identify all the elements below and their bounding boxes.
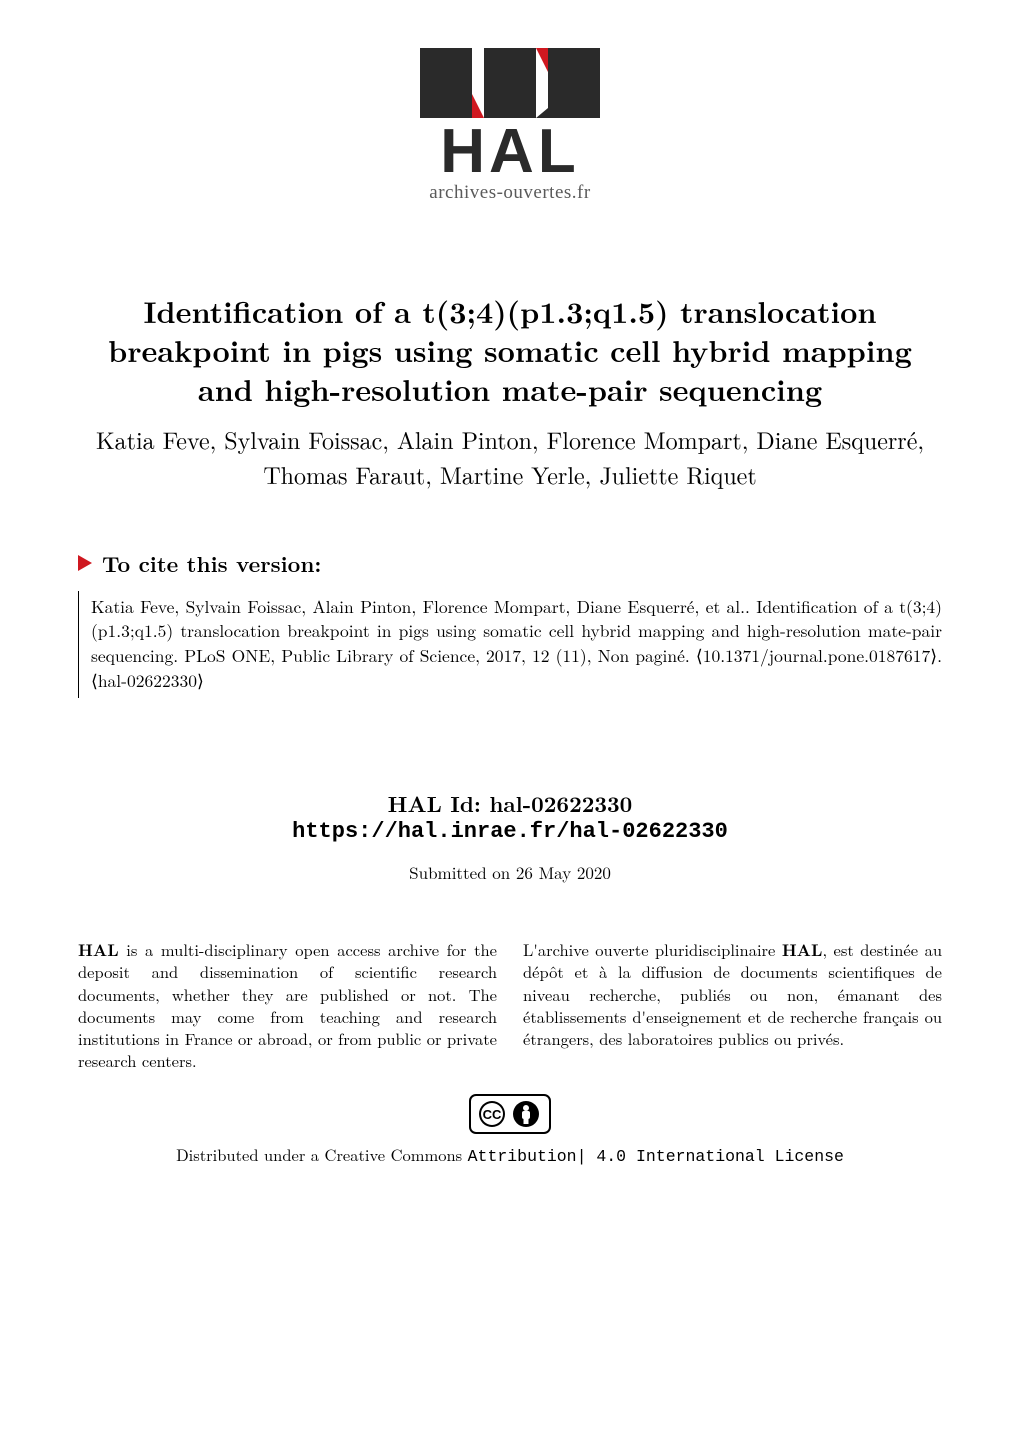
authors-line: Katia Feve, Sylvain Foissac, Alain Pinto… <box>78 422 942 492</box>
citation-text: Katia Feve, Sylvain Foissac, Alain Pinto… <box>78 591 942 698</box>
description-fr: L'archive ouverte pluridisciplinaire HAL… <box>523 938 942 1072</box>
description-columns: HAL is a multi-disciplinary open access … <box>78 938 942 1072</box>
hal-id-block: HAL Id: hal-02622330 https://hal.inrae.f… <box>78 788 942 844</box>
cite-header: To cite this version: <box>78 548 942 579</box>
hal-logo: HAL archives-ouvertes.fr <box>380 48 640 208</box>
hal-logo-block: HAL archives-ouvertes.fr <box>78 48 942 213</box>
hal-logo-word: HAL <box>440 117 579 186</box>
hal-id-label: HAL Id: hal-02622330 <box>78 788 942 819</box>
hal-bold-en: HAL <box>78 937 119 961</box>
license-link[interactable]: Attribution| 4.0 International License <box>468 1147 844 1166</box>
hal-url[interactable]: https://hal.inrae.fr/hal-02622330 <box>78 819 942 844</box>
license-line: Distributed under a Creative Commons Att… <box>78 1142 942 1166</box>
cite-header-text: To cite this version: <box>102 548 321 579</box>
license-prefix: Distributed under a Creative Commons <box>176 1142 468 1166</box>
cc-badge-row: CC <box>78 1094 942 1134</box>
cc-by-badge: CC <box>469 1094 551 1134</box>
paper-title: Identification of a t(3;4)(p1.3;q1.5) tr… <box>78 291 942 408</box>
cc-icon: CC <box>477 1099 507 1129</box>
hal-logo-tagline: archives-ouvertes.fr <box>429 182 591 203</box>
hal-bold-fr: HAL <box>782 937 823 961</box>
description-en-body: is a multi-disciplinary open access arch… <box>78 937 497 1072</box>
description-en: HAL is a multi-disciplinary open access … <box>78 938 497 1072</box>
by-icon <box>511 1099 541 1129</box>
svg-text:CC: CC <box>482 1107 501 1122</box>
triangle-right-icon <box>78 555 92 571</box>
description-fr-part1: L'archive ouverte pluridisciplinaire <box>523 937 782 961</box>
submitted-date: Submitted on 26 May 2020 <box>78 860 942 884</box>
